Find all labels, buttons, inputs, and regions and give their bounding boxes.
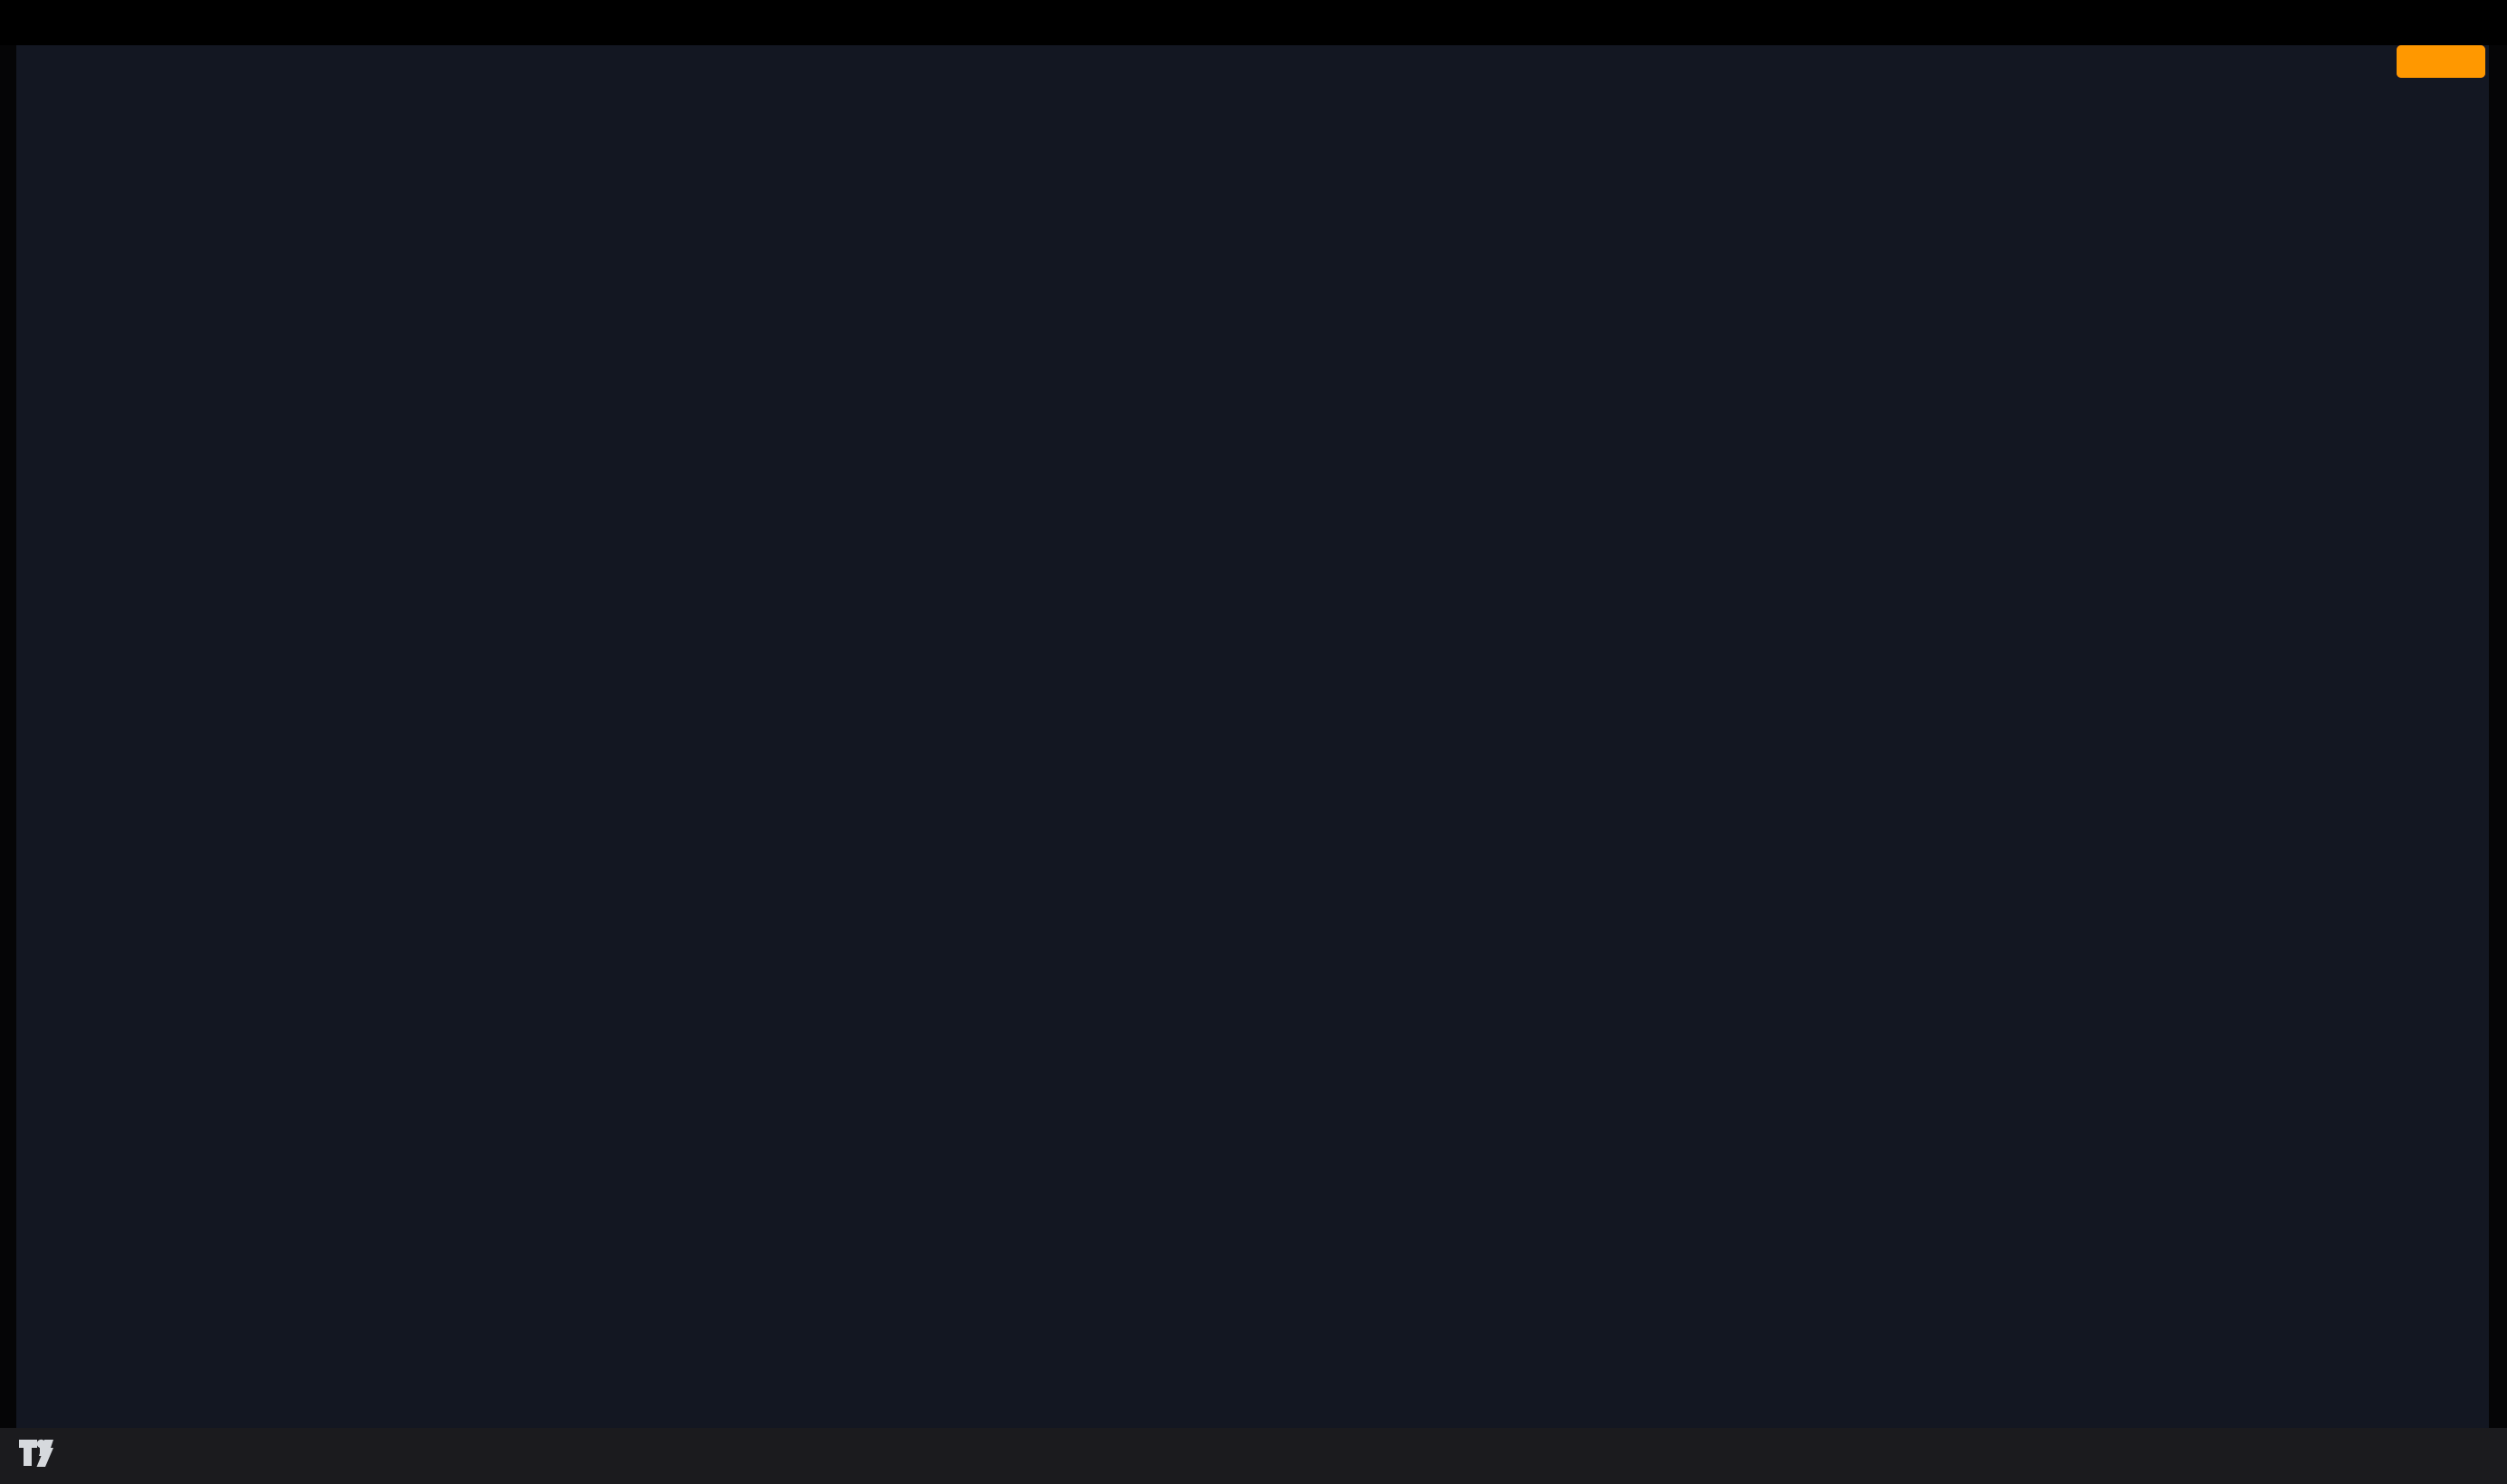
tradingview-logo-icon[interactable] [18,1439,54,1473]
attribution-bar [0,0,2507,45]
footer-bar [0,1428,2507,1484]
indicator-value-badge [2397,45,2485,78]
chart-panel[interactable] [16,45,2489,1428]
candlestick-chart[interactable] [16,45,2489,1428]
